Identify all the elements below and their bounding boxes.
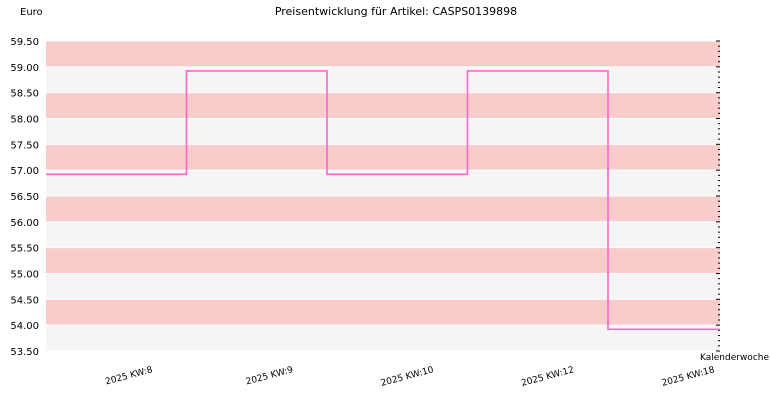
y-tick-label: 55.50 [10, 244, 39, 255]
x-tick-label: 2025 KW:9 [245, 365, 295, 387]
y-tick-label: 59.50 [10, 37, 39, 48]
y-axis-label: Euro [20, 7, 43, 18]
y-tick-label: 58.00 [10, 115, 39, 126]
x-tick-label: 2025 KW:12 [520, 365, 575, 389]
y-tick-label: 57.00 [10, 166, 39, 177]
background-band [46, 66, 720, 93]
y-tick-label: 56.50 [10, 192, 39, 203]
y-axis-tick-labels: 59.50 59.00 58.50 58.00 57.50 57.00 56.50 56.00… [10, 37, 39, 358]
y-tick-label: 54.50 [10, 295, 39, 306]
x-tick-label: 2025 KW:18 [661, 365, 716, 389]
background-band [46, 196, 720, 222]
background-band [46, 221, 720, 248]
price-series-line [46, 70, 720, 331]
background-band [46, 247, 720, 274]
background-band [46, 273, 720, 300]
background-bands [46, 40, 720, 352]
y-tick-label: 55.00 [10, 270, 39, 281]
background-band [46, 41, 720, 67]
x-tick-label: 2025 KW:8 [104, 365, 154, 387]
background-band [46, 118, 720, 145]
y-tick-label: 54.00 [10, 321, 39, 332]
chart-title: Preisentwicklung für Artikel: CASPS01398… [275, 5, 517, 18]
x-axis-label: Kalenderwoche [700, 353, 769, 363]
background-band [46, 92, 720, 119]
y-tick-label: 57.50 [10, 140, 39, 151]
y-tick-label: 59.00 [10, 63, 39, 74]
background-band [46, 144, 720, 171]
right-axis-ticks [716, 40, 720, 352]
background-band [46, 299, 720, 326]
x-axis-tick-labels: 2025 KW:8 2025 KW:9 2025 KW:10 2025 KW:12 20… [104, 365, 716, 389]
y-tick-label: 58.50 [10, 89, 39, 100]
y-tick-label: 56.00 [10, 218, 39, 229]
y-tick-label: 53.50 [10, 347, 39, 358]
x-tick-label: 2025 KW:10 [380, 365, 435, 389]
